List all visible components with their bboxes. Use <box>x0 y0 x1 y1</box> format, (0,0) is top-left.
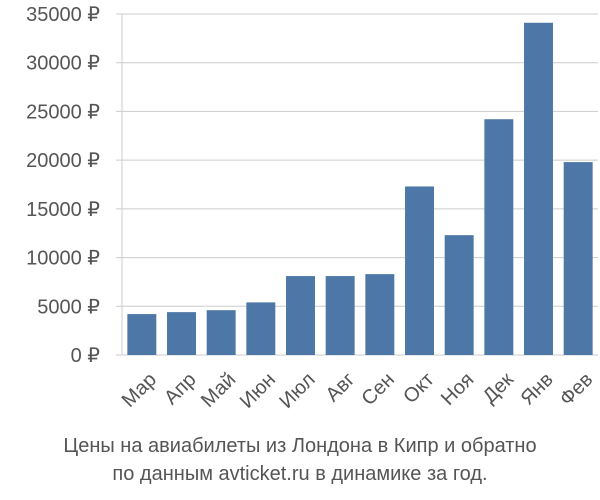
bar-11 <box>524 22 553 355</box>
x-tick-label: Апр <box>160 369 201 410</box>
y-tick-label: 15000 ₽ <box>26 199 100 221</box>
bar-7 <box>365 274 395 355</box>
x-tick-label: Сен <box>358 369 399 410</box>
x-tick-label: Фев <box>556 369 598 411</box>
y-tick-label: 25000 ₽ <box>26 101 100 123</box>
x-tick-label: Окт <box>399 369 438 408</box>
x-tick-label: Ноя <box>437 369 478 410</box>
x-tick-label: Май <box>197 369 240 412</box>
bar-3 <box>206 310 236 355</box>
grid-lines <box>116 13 598 356</box>
bar-10 <box>484 119 514 355</box>
y-tick-label: 5000 ₽ <box>37 296 100 318</box>
bar-6 <box>325 276 355 355</box>
x-tick-label: Дек <box>479 368 518 407</box>
chart-caption-line-1: Цены на авиабилеты из Лондона в Кипр и о… <box>63 435 537 457</box>
bar-2 <box>167 312 196 355</box>
bars <box>127 22 593 355</box>
y-tick-label: 35000 ₽ <box>26 4 100 26</box>
x-tick-label: Янв <box>517 369 558 410</box>
bar-1 <box>127 314 157 355</box>
bar-5 <box>286 276 315 355</box>
x-tick-label: Авг <box>322 369 360 407</box>
y-tick-label: 10000 ₽ <box>26 248 100 270</box>
x-tick-label: Июл <box>275 369 319 413</box>
bar-4 <box>246 302 276 355</box>
bar-9 <box>444 235 474 355</box>
y-tick-label: 0 ₽ <box>71 345 101 367</box>
x-tick-label: Июн <box>236 369 280 413</box>
y-tick-label: 20000 ₽ <box>26 150 100 172</box>
bar-8 <box>405 186 434 355</box>
x-tick-label: Мар <box>118 369 161 412</box>
y-axis-tick-labels: 0 ₽ 5000 ₽ 10000 ₽ 15000 ₽ 20000 ₽ 25000 ₽ 300… <box>26 4 100 367</box>
y-tick-label: 30000 ₽ <box>26 53 100 75</box>
bar-12 <box>563 162 593 355</box>
chart-caption-line-2: по данным avticket.ru в динамике за год. <box>112 463 488 485</box>
bar-chart: 0 ₽ 5000 ₽ 10000 ₽ 15000 ₽ 20000 ₽ 25000 ₽ 300… <box>26 4 598 413</box>
